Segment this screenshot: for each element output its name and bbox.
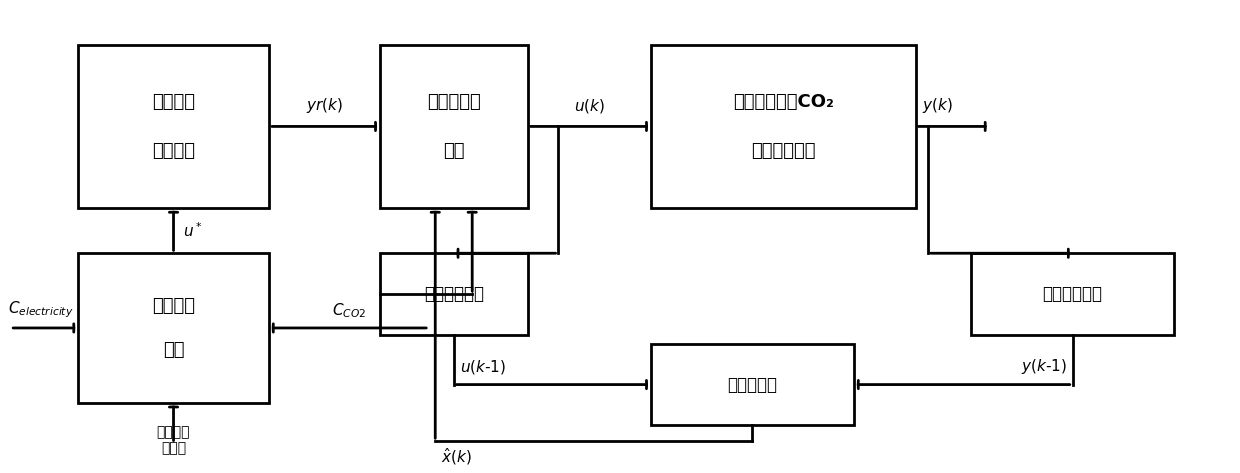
Text: 第二延迟模块: 第二延迟模块 (1043, 285, 1102, 303)
Text: 神经网络: 神经网络 (153, 93, 195, 111)
Text: 第一延迟模块: 第一延迟模块 (424, 285, 484, 303)
Text: 模块: 模块 (162, 342, 185, 359)
Text: $yr(k)$: $yr(k)$ (306, 96, 343, 115)
Text: $u(k)$: $u(k)$ (574, 97, 605, 115)
Bar (379, 253, 528, 335)
Text: 压力等约
束限制: 压力等约 束限制 (156, 425, 190, 455)
Text: $y(k)$: $y(k)$ (921, 96, 952, 115)
Bar (651, 45, 915, 208)
Text: $u(k$-$1)$: $u(k$-$1)$ (460, 359, 506, 377)
Text: 状态观测器: 状态观测器 (728, 376, 777, 394)
Bar (379, 45, 528, 208)
Text: 稳态模型: 稳态模型 (153, 142, 195, 160)
Text: $C_{electricity}$: $C_{electricity}$ (7, 299, 73, 320)
Text: 优化求解: 优化求解 (153, 297, 195, 315)
Text: $C_{CO2}$: $C_{CO2}$ (332, 301, 366, 320)
Text: $y(k$-$1)$: $y(k$-$1)$ (1021, 358, 1066, 377)
Text: $\hat{x}(k)$: $\hat{x}(k)$ (441, 446, 472, 467)
Text: 大型燃煤电站CO₂: 大型燃煤电站CO₂ (733, 93, 833, 111)
Bar (78, 253, 269, 403)
Text: 捕集整体系统: 捕集整体系统 (751, 142, 816, 160)
Bar (651, 344, 854, 425)
Bar (78, 45, 269, 208)
Text: 模型预测控: 模型预测控 (427, 93, 481, 111)
Text: $u^*$: $u^*$ (184, 221, 203, 240)
Text: 制器: 制器 (443, 142, 465, 160)
Bar (971, 253, 1174, 335)
